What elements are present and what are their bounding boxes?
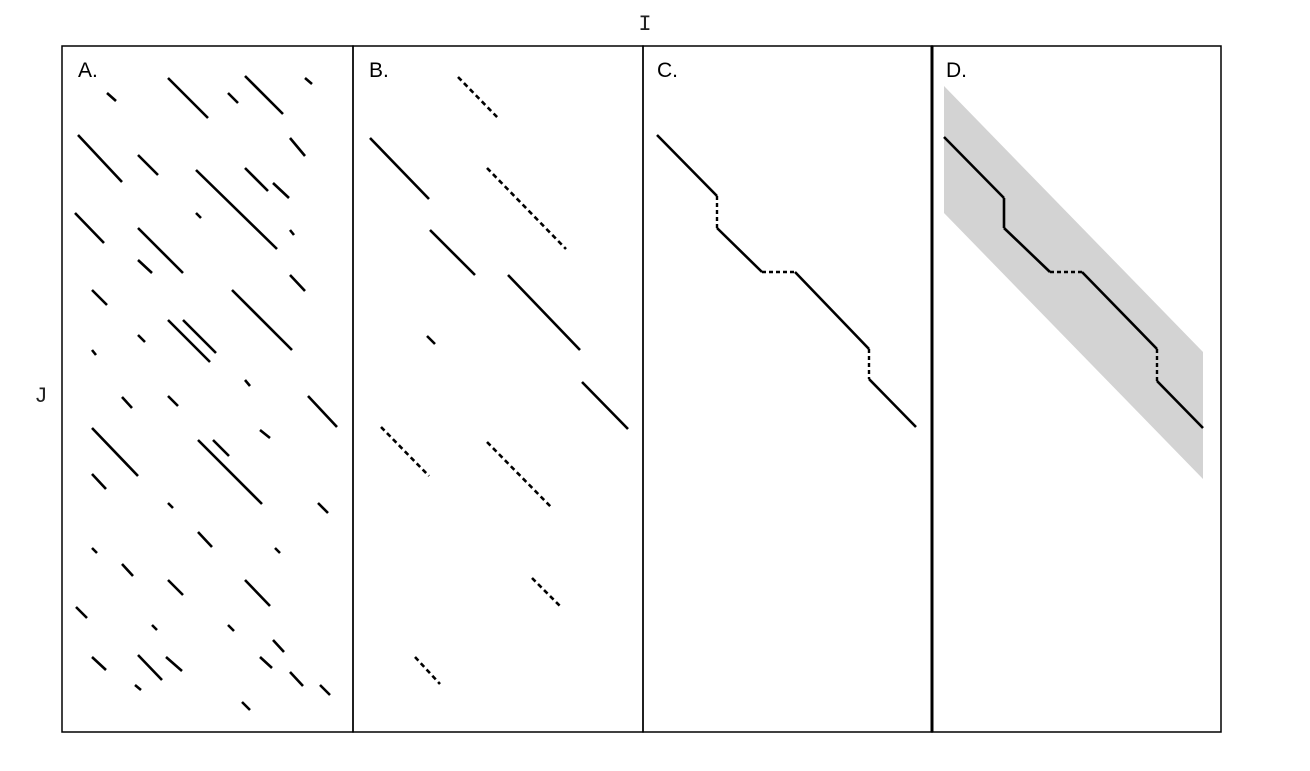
panel-b-selected-diagonals [369, 76, 629, 685]
panel-a-match-48 [259, 656, 273, 669]
panel-a-match-39 [167, 579, 184, 596]
panel-a-match-7 [137, 154, 159, 176]
panel-a-match-25 [121, 396, 133, 409]
panel-a-frame [61, 45, 354, 733]
panel-c-chained-path [656, 134, 917, 428]
panel-b-diagonal-3 [486, 167, 567, 250]
panel-d-path-segment-7 [1156, 380, 1204, 429]
panel-a-match-6 [77, 134, 123, 183]
panel-a-match-15 [137, 259, 153, 274]
panel-a-match-14 [137, 227, 184, 274]
panel-a-match-4 [244, 75, 284, 115]
panel-a-match-38 [121, 563, 134, 577]
panel-b-diagonal-10 [531, 577, 561, 607]
panel-a-match-17 [289, 274, 306, 292]
panel-a-match-44 [272, 639, 285, 653]
panel-a-match-45 [91, 656, 107, 671]
panel-a-match-50 [319, 684, 331, 696]
panel-d-banded-path [943, 136, 1204, 429]
panel-a-match-37 [274, 547, 281, 554]
panel-a-match-18 [91, 289, 108, 306]
panel-a-match-49 [289, 671, 304, 687]
panel-a-match-27 [307, 395, 338, 428]
panel-a-match-23 [90, 349, 98, 356]
panel-d-label: D. [946, 59, 967, 82]
panel-c: C. [642, 45, 933, 733]
panel-b-diagonal-2 [369, 137, 430, 200]
panel-b-label: B. [369, 59, 389, 82]
panel-b-diagonal-7 [581, 381, 629, 430]
panel-a-match-3 [227, 92, 239, 104]
panel-a-match-16 [288, 229, 296, 236]
panel-b-diagonal-1 [457, 76, 499, 119]
panel-a-match-47 [165, 656, 183, 672]
panel-d-path-segment-1 [943, 136, 1005, 199]
panel-a-match-36 [91, 547, 98, 554]
panel-a-match-13 [74, 212, 105, 244]
panel-a-match-21 [167, 319, 211, 363]
panel-a-match-43 [227, 624, 235, 632]
panel-b-diagonal-6 [426, 335, 436, 345]
panel-a-match-33 [167, 502, 174, 509]
panel-a-match-5 [304, 77, 313, 85]
panel-c-path-segment-3 [716, 227, 763, 273]
panel-c-frame [642, 45, 933, 733]
panel-d: D. [930, 45, 1222, 733]
panel-b-frame [352, 45, 644, 733]
panel-a-match-19 [231, 289, 293, 351]
panel-a-diagonal-matches [74, 75, 338, 711]
panel-a-match-10 [272, 182, 290, 199]
axis-label-j: J [34, 384, 47, 409]
panel-c-label: C. [657, 59, 678, 82]
panel-a-match-22 [182, 319, 217, 354]
panel-a-match-40 [244, 579, 271, 607]
panel-a-match-8 [195, 169, 278, 250]
panel-a-match-34 [317, 502, 329, 514]
panel-c-path-segment-1 [656, 134, 718, 197]
panel-a-match-28 [91, 427, 139, 477]
panel-b-diagonal-8 [380, 426, 430, 477]
panel-a-match-35 [197, 531, 213, 548]
panel-d-search-band [944, 86, 1203, 479]
panel-a-match-30 [212, 439, 230, 457]
panel-a-match-26 [167, 395, 179, 407]
panel-a-match-11 [289, 137, 306, 157]
panel-d-path-segment-3 [1003, 227, 1051, 273]
panel-a-match-24 [244, 379, 251, 387]
panel-a-match-51 [134, 684, 142, 691]
panel-b-diagonal-11 [414, 656, 441, 685]
axis-label-i: I [638, 12, 651, 37]
panel-a-match-29 [197, 439, 263, 505]
panel-a-match-9 [244, 167, 269, 192]
panel-a-match-42 [151, 624, 158, 631]
panel-a-match-52 [241, 701, 251, 711]
panel-a-match-2 [167, 77, 209, 119]
panel-d-path-segment-5 [1081, 271, 1158, 350]
panel-a-match-12 [195, 212, 202, 219]
panel-a-match-1 [106, 92, 117, 102]
panel-c-path-segment-5 [794, 271, 870, 350]
panel-b-diagonal-5 [507, 274, 581, 351]
panel-a-match-41 [75, 606, 88, 619]
panel-a-match-20 [137, 334, 146, 343]
panel-c-path-segment-7 [868, 378, 917, 428]
panel-b-diagonal-9 [486, 441, 552, 508]
panel-b: B. [352, 45, 644, 733]
panel-a-match-32 [91, 473, 107, 490]
panel-a: A. [61, 45, 354, 733]
panel-a-label: A. [78, 59, 98, 82]
panel-a-match-46 [137, 654, 163, 681]
panel-b-diagonal-4 [429, 229, 476, 276]
panel-a-match-31 [259, 428, 271, 440]
